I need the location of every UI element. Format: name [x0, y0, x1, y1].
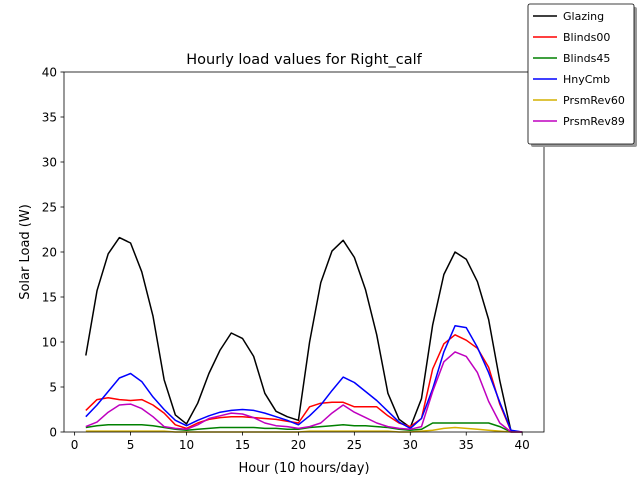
series-line-glazing: [85, 236, 523, 433]
y-axis-ticks: 0 5 10 15 20 25 30 35 40: [42, 65, 64, 439]
legend-entry-glazing: Glazing: [563, 10, 604, 23]
legend-entry-hnycmb: HnyCmb: [563, 73, 610, 86]
x-tick-label: 0: [71, 438, 79, 452]
series-line-hnycmb: [85, 325, 523, 433]
x-tick-label: 15: [235, 438, 250, 452]
y-tick-label: 5: [49, 380, 57, 394]
y-tick-label: 40: [42, 65, 57, 79]
series-line-prsmrev89: [85, 351, 523, 433]
x-axis-ticks: 0 5 10 15 20 25 30 35 40: [71, 432, 530, 452]
legend: Glazing Blinds00 Blinds45 HnyCmb PrsmRev60 Pr…: [527, 3, 637, 147]
y-tick-label: 20: [42, 245, 57, 259]
y-tick-label: 10: [42, 335, 57, 349]
legend-box: [527, 3, 635, 145]
y-tick-label: 25: [42, 200, 57, 214]
legend-entry-prsmrev60: PrsmRev60: [563, 94, 625, 107]
legend-entry-blinds45: Blinds45: [563, 52, 610, 65]
y-axis-label: Solar Load (W): [18, 204, 33, 300]
y-tick-label: 0: [49, 425, 57, 439]
x-tick-label: 5: [127, 438, 135, 452]
x-tick-label: 20: [291, 438, 306, 452]
x-axis-label: Hour (10 hours/day): [238, 461, 369, 476]
x-tick-label: 30: [403, 438, 418, 452]
chart-title: Hourly load values for Right_calf: [186, 52, 422, 68]
plot-area: [63, 71, 545, 433]
y-tick-label: 30: [42, 155, 57, 169]
series-line-blinds45: [85, 422, 523, 433]
legend-entry-blinds00: Blinds00: [563, 31, 610, 44]
legend-entry-prsmrev89: PrsmRev89: [563, 115, 625, 128]
y-tick-label: 15: [42, 290, 57, 304]
series-line-prsmrev60: [85, 426, 523, 433]
x-tick-label: 25: [347, 438, 362, 452]
y-tick-label: 35: [42, 110, 57, 124]
x-tick-label: 10: [179, 438, 194, 452]
x-tick-label: 40: [515, 438, 530, 452]
x-tick-label: 35: [459, 438, 474, 452]
